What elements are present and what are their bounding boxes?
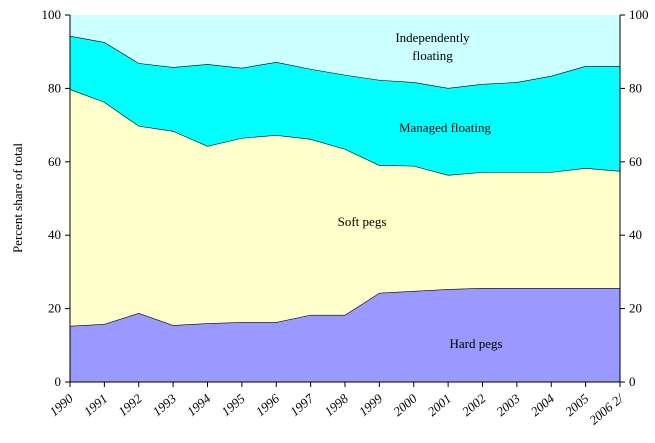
y-tick-label: 0 <box>55 374 62 389</box>
series-label: Managed floating <box>398 120 492 135</box>
area <box>70 15 620 89</box>
x-tick-label: 1997 <box>287 390 317 419</box>
x-tick-label: 1994 <box>184 390 214 419</box>
y-tick-label: 100 <box>42 7 62 22</box>
area <box>70 89 620 326</box>
y-tick-label: 80 <box>48 80 61 95</box>
y2-tick-label: 60 <box>629 154 642 169</box>
x-tick-label: 1991 <box>81 391 111 419</box>
x-tick-label: 2000 <box>390 390 420 419</box>
x-tick-label: 1998 <box>321 390 351 419</box>
series-label: Soft pegs <box>337 214 387 229</box>
series-label: Hard pegs <box>449 336 503 351</box>
x-tick-label: 2003 <box>493 390 523 419</box>
x-tick-label: 2002 <box>459 390 489 419</box>
y2-tick-label: 20 <box>629 301 642 316</box>
area <box>70 288 620 382</box>
y-tick-label: 40 <box>48 227 61 242</box>
x-tick-label: 2006 2/ <box>586 390 627 428</box>
y2-tick-label: 40 <box>629 227 642 242</box>
x-tick-label: 1996 <box>253 390 283 419</box>
area <box>70 35 620 176</box>
x-tick-label: 1990 <box>46 390 76 419</box>
x-tick-label: 1999 <box>356 390 386 419</box>
x-tick-label: 2001 <box>424 391 454 419</box>
y-tick-label: 20 <box>48 301 61 316</box>
x-tick-label: 1992 <box>115 390 145 419</box>
x-tick-label: 1993 <box>149 390 179 419</box>
x-tick-label: 1995 <box>218 390 248 419</box>
series-label: Independently floating <box>395 30 470 63</box>
y2-tick-label: 0 <box>629 374 636 389</box>
y-axis-label: Percent share of total <box>10 143 25 253</box>
y2-tick-label: 80 <box>629 80 642 95</box>
y-tick-label: 60 <box>48 154 61 169</box>
x-tick-label: 2004 <box>528 390 558 419</box>
y2-tick-label: 100 <box>629 7 649 22</box>
